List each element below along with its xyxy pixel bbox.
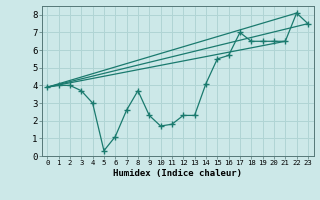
X-axis label: Humidex (Indice chaleur): Humidex (Indice chaleur) xyxy=(113,169,242,178)
